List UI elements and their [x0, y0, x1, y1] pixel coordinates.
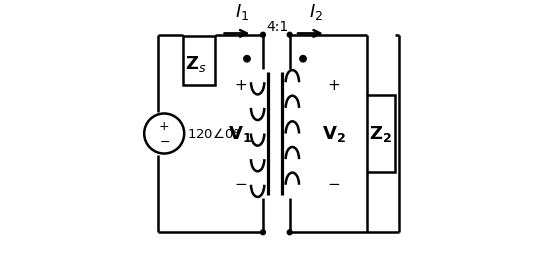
- Circle shape: [144, 113, 184, 154]
- Text: +: +: [327, 78, 340, 93]
- Text: $-$: $-$: [158, 135, 170, 147]
- Text: +: +: [159, 120, 169, 133]
- Text: $120\angle 0°$: $120\angle 0°$: [187, 127, 240, 140]
- Circle shape: [261, 230, 266, 235]
- Text: $\mathbf{Z_2}$: $\mathbf{Z_2}$: [369, 124, 392, 143]
- Bar: [183, 36, 215, 85]
- Text: −: −: [234, 177, 246, 192]
- Bar: [367, 95, 395, 172]
- Text: −: −: [327, 177, 340, 192]
- Circle shape: [244, 56, 250, 62]
- Circle shape: [261, 32, 266, 37]
- Circle shape: [287, 230, 292, 235]
- Circle shape: [287, 32, 292, 37]
- Text: $\mathbf{V_1}$: $\mathbf{V_1}$: [228, 124, 252, 143]
- Text: +: +: [234, 78, 246, 93]
- Text: $\mathbf{Z_{\mathit{s}}}$: $\mathbf{Z_{\mathit{s}}}$: [185, 54, 207, 74]
- Circle shape: [300, 56, 306, 62]
- Text: $\mathbf{V_2}$: $\mathbf{V_2}$: [322, 124, 345, 143]
- Text: $\mathit{I}_2$: $\mathit{I}_2$: [309, 2, 323, 22]
- Text: $\mathit{I}_1$: $\mathit{I}_1$: [234, 2, 249, 22]
- Text: 4:1: 4:1: [267, 20, 289, 34]
